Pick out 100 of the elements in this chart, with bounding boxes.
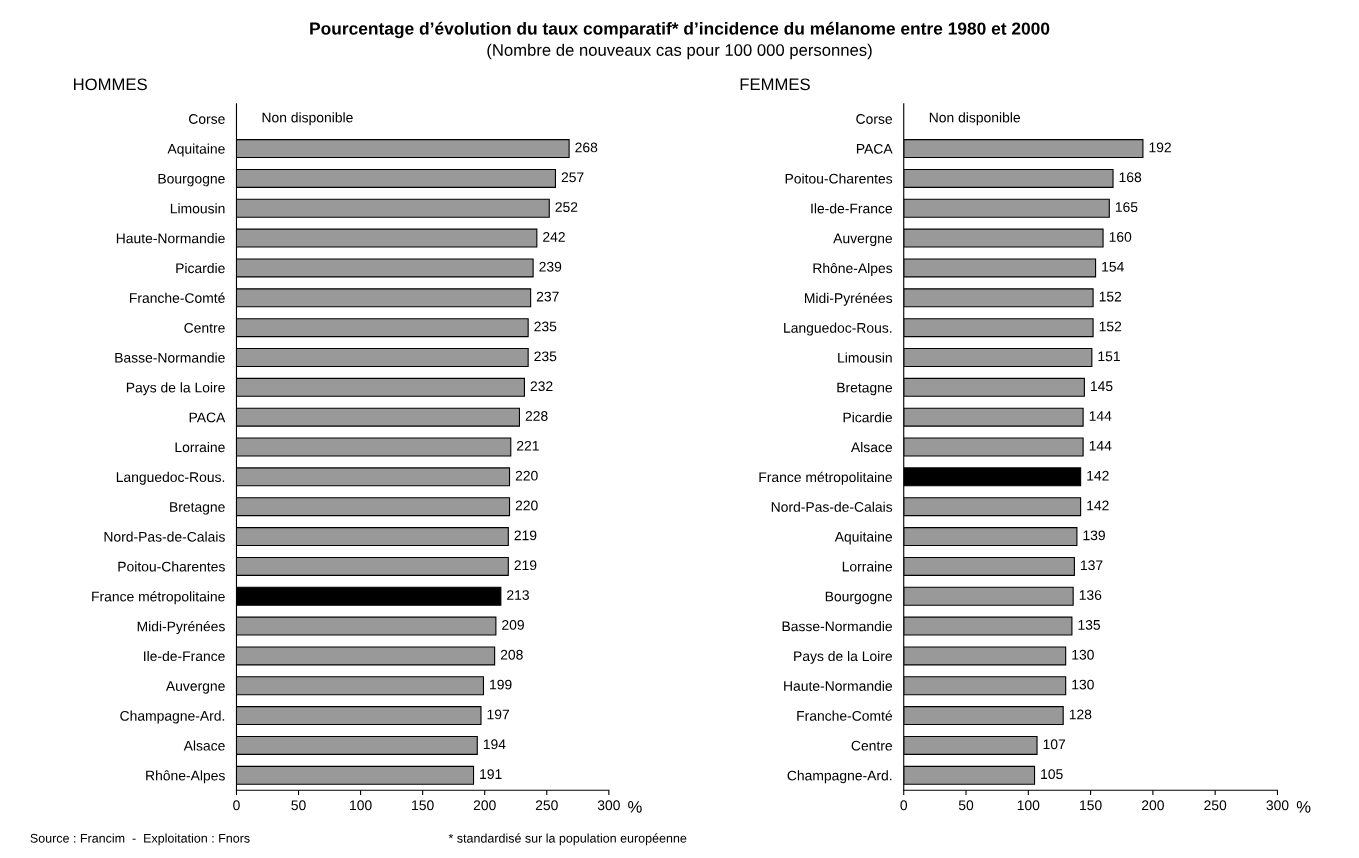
data-label: 144 xyxy=(1089,411,1112,421)
y-tick-label: Franche-Comté xyxy=(797,710,893,721)
x-tick-label: 150 xyxy=(1080,800,1102,811)
y-tick-label: Alsace xyxy=(183,740,225,751)
y-tick-label: Corse xyxy=(856,114,893,124)
y-tick-label: Limousin xyxy=(170,203,225,214)
data-label: 144 xyxy=(1089,441,1112,451)
y-tick-label: Bourgogne xyxy=(825,591,893,605)
y-tick-label: Bourgogne xyxy=(158,173,225,187)
y-tick-label: Basse-Normandie xyxy=(115,352,225,363)
y-tick-label: Haute-Normandie xyxy=(784,680,893,691)
x-tick-label: 250 xyxy=(535,800,558,811)
source-note: Source : Francim - Exploitation : Fnors xyxy=(30,833,250,846)
x-tick-label: 300 xyxy=(1266,800,1289,811)
data-label: 142 xyxy=(1087,500,1109,511)
y-tick-label: Ile-de-France xyxy=(811,203,893,214)
y-tick-label: Alsace xyxy=(850,441,893,453)
x-tick-label: 100 xyxy=(350,800,372,811)
y-tick-label: Lorraine xyxy=(175,441,225,453)
data-label: 213 xyxy=(507,590,529,600)
data-label: 220 xyxy=(515,500,538,511)
data-label: 128 xyxy=(1069,709,1092,720)
y-tick-label: Aquitaine xyxy=(167,143,225,157)
y-tick-label: France métropolitaine xyxy=(759,471,893,485)
annotation: Non disponible xyxy=(262,112,353,126)
data-label: 228 xyxy=(525,411,548,421)
y-tick-label: Nord-Pas-de-Calais xyxy=(104,531,225,542)
data-label: 145 xyxy=(1090,381,1113,392)
data-label: 107 xyxy=(1043,739,1066,750)
data-label: 209 xyxy=(502,619,524,630)
data-label: 199 xyxy=(490,679,512,690)
y-tick-label: Languedoc-Rous. xyxy=(784,322,892,336)
annotation: Non disponible xyxy=(929,112,1020,126)
data-label: 235 xyxy=(534,321,557,332)
y-tick-label: Champagne-Ard. xyxy=(120,710,225,724)
x-tick-label: 0 xyxy=(233,800,240,811)
data-label: 139 xyxy=(1083,530,1105,541)
x-tick-label: 150 xyxy=(412,800,434,811)
text: HOMMES xyxy=(73,78,147,91)
y-tick-label: Centre xyxy=(184,322,225,333)
y-tick-label: Champagne-Ard. xyxy=(787,770,892,784)
data-label: 191 xyxy=(480,769,502,780)
text: * standardisé sur la population européenne xyxy=(448,833,687,846)
y-tick-label: Picardie xyxy=(843,412,893,423)
data-label: 220 xyxy=(515,470,538,481)
data-label: 136 xyxy=(1079,590,1102,600)
y-tick-label: Pays de la Loire xyxy=(794,650,893,664)
y-tick-label: Rhône-Alpes xyxy=(813,262,893,276)
y-tick-label: Bretagne xyxy=(837,382,893,396)
data-label: 151 xyxy=(1098,351,1120,362)
data-label: 257 xyxy=(561,172,584,183)
data-label: 221 xyxy=(517,440,539,451)
y-tick-label: Languedoc-Rous. xyxy=(116,471,225,485)
y-tick-label: Midi-Pyrénées xyxy=(805,292,893,306)
y-tick-label: PACA xyxy=(856,143,893,154)
y-tick-label: Ile-de-France xyxy=(144,650,225,662)
data-label: 242 xyxy=(543,232,565,242)
y-tick-label: Limousin xyxy=(838,352,892,363)
y-tick-label: Bretagne xyxy=(170,502,225,515)
x-axis-title: % xyxy=(1296,801,1311,813)
data-label: 168 xyxy=(1119,172,1142,183)
data-label: 252 xyxy=(555,202,578,212)
data-label: 208 xyxy=(500,649,523,660)
data-label: 237 xyxy=(536,291,559,302)
y-tick-label: Centre xyxy=(851,740,893,751)
y-tick-label: Picardie xyxy=(176,262,225,274)
x-tick-label: 250 xyxy=(1204,800,1227,811)
x-tick-label: 200 xyxy=(1142,800,1164,811)
data-label: 154 xyxy=(1102,261,1124,272)
data-label: 137 xyxy=(1081,560,1103,571)
data-label: 160 xyxy=(1109,232,1132,242)
y-tick-label: Lorraine xyxy=(842,561,893,572)
y-tick-label: France métropolitaine xyxy=(92,591,225,605)
data-label: 197 xyxy=(487,709,510,720)
data-label: 194 xyxy=(483,739,506,750)
y-tick-label: Rhône-Alpes xyxy=(146,770,225,784)
data-label: 235 xyxy=(534,351,557,362)
x-tick-label: 50 xyxy=(291,800,306,811)
data-label: 192 xyxy=(1149,142,1171,153)
text: Pourcentage d’évolution du taux comparatif* d’incidence du mélanome entre 1980 et 2000 xyxy=(310,21,1050,39)
y-tick-label: Aquitaine xyxy=(834,531,893,545)
y-tick-label: Midi-Pyrénées xyxy=(137,620,225,635)
data-label: 232 xyxy=(530,381,553,392)
y-tick-label: Poitou-Charentes xyxy=(118,561,225,572)
text: FEMMES xyxy=(740,78,810,91)
y-tick-label: Pays de la Loire xyxy=(126,382,225,396)
y-tick-label: Poitou-Charentes xyxy=(785,173,893,184)
data-label: 152 xyxy=(1099,291,1122,302)
data-label: 219 xyxy=(514,560,537,571)
y-tick-label: Auvergne xyxy=(833,233,893,247)
data-label: 142 xyxy=(1087,470,1109,481)
x-axis-title: % xyxy=(628,801,642,813)
y-tick-label: Basse-Normandie xyxy=(782,621,893,632)
x-tick-label: 100 xyxy=(1017,800,1040,811)
data-label: 105 xyxy=(1041,769,1063,780)
data-label: 152 xyxy=(1099,321,1122,332)
data-label: 165 xyxy=(1115,202,1138,212)
y-tick-label: Corse xyxy=(189,114,225,124)
y-tick-label: Nord-Pas-de-Calais xyxy=(771,501,893,512)
data-label: 239 xyxy=(539,261,562,272)
